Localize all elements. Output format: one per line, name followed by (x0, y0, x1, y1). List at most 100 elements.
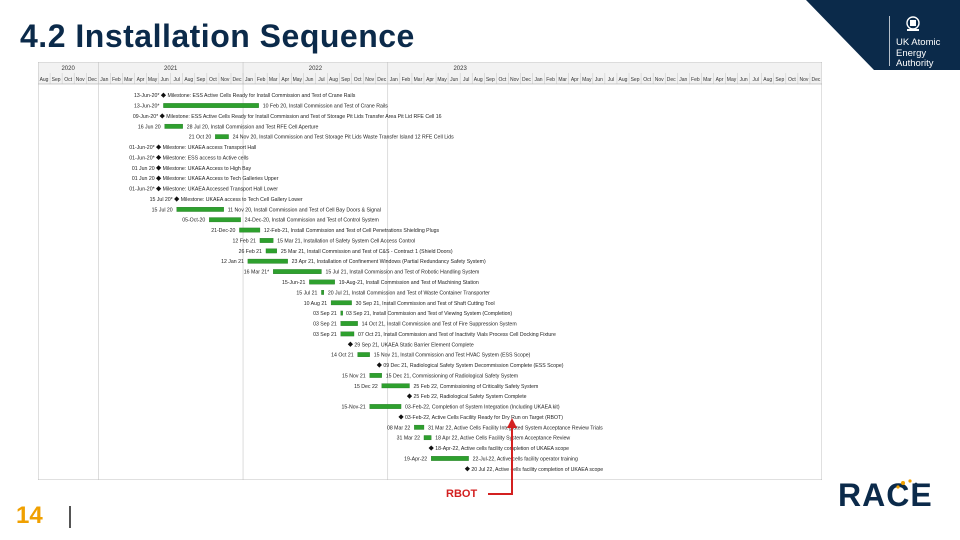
task-bar (265, 248, 277, 254)
task-label: 10 Feb 20, Install Commission and Test o… (263, 104, 388, 110)
task-date: 12 Jan 21 (221, 259, 244, 265)
task-label: 12-Feb-21, Install Commission and Test o… (264, 228, 440, 234)
month-label: Nov (510, 77, 519, 83)
month-label: Feb (691, 77, 700, 83)
task-bar (164, 123, 183, 129)
task-date: 13-Jun-20* (134, 104, 159, 110)
page-number: 14 (16, 502, 43, 529)
task-bar (340, 310, 343, 316)
month-label: Apr (426, 77, 434, 83)
task-label: 15 Nov 21, Install Commission and Test H… (374, 353, 531, 359)
task-label: 28 Jul 20, Install Commission and Test R… (187, 124, 319, 130)
task-date: 13-Jun-20* (134, 93, 159, 99)
month-label: Sep (196, 77, 205, 83)
task-label: 31 Mar 22, Active Cells Facility Integra… (428, 425, 603, 431)
task-date: 01-Jun-20* (129, 145, 154, 151)
task-label: 03-Feb-22, Completion of System Integrat… (405, 405, 560, 411)
task-label: Milestone: UKAEA Accessed Transport Hall… (163, 187, 279, 193)
month-label: Jul (608, 77, 614, 83)
month-label: Oct (354, 77, 362, 83)
milestone-marker (398, 414, 404, 420)
month-label: Nov (221, 77, 230, 83)
month-label: Aug (40, 77, 49, 83)
task-date: 21-Dec-20 (211, 228, 235, 234)
month-label: Mar (414, 77, 423, 83)
task-bar (369, 404, 402, 409)
milestone-marker (156, 144, 162, 150)
month-label: Jul (463, 77, 469, 83)
month-label: Feb (257, 77, 266, 83)
month-label: Mar (558, 77, 567, 83)
task-date: 16 Mar 21* (244, 270, 269, 276)
month-label: Jul (174, 77, 180, 83)
crest-icon (906, 16, 920, 31)
task-bar (381, 383, 410, 389)
task-label: 18 Apr 22, Active Cells Facility System … (435, 436, 570, 442)
task-bar (423, 435, 432, 441)
month-label: Jan (100, 77, 108, 83)
month-label: May (582, 77, 592, 83)
milestone-marker (160, 92, 167, 98)
month-label: Apr (716, 77, 724, 83)
task-date: 09-Jun-20* (133, 114, 158, 120)
milestone-marker (428, 445, 434, 451)
month-label: Mar (703, 77, 712, 83)
month-label: Nov (799, 77, 808, 83)
gantt-header (38, 62, 822, 85)
ukaea-logo-text: UK Atomic Energy Authority (896, 37, 940, 70)
month-label: Aug (474, 77, 483, 83)
milestone-marker (159, 113, 165, 119)
task-bar (239, 227, 261, 233)
rbot-arrow-head (507, 418, 517, 428)
task-date: 15-Jun-21 (282, 280, 305, 286)
milestone-marker (464, 466, 470, 472)
month-label: May (437, 77, 447, 83)
task-label: 19-Aug-21, Install Commission and Test o… (339, 280, 479, 286)
task-date: 15 Jul 21 (296, 290, 317, 296)
month-label: Dec (667, 77, 676, 83)
task-date: 03 Sep 21 (313, 322, 337, 328)
task-label: Milestone: UKAEA Access to Tech Gallerie… (163, 176, 279, 182)
task-label: 18-Apr-22, Active cells facility complet… (435, 446, 569, 452)
task-date: 01 Jun 20 (132, 176, 155, 182)
rbot-label: RBOT (446, 488, 478, 500)
task-date: 15 Jul 20 (152, 207, 173, 213)
task-label: 29 Sep 21, UKAEA Static Barrier Element … (354, 342, 473, 348)
month-label: Nov (365, 77, 374, 83)
milestone-marker (174, 196, 180, 202)
month-label: Dec (233, 77, 242, 83)
task-label: 07 Oct 21, Install Commission and Test o… (358, 332, 556, 338)
milestone-marker (376, 362, 382, 368)
task-label: 23 Apr 21, Installation of Confinement W… (292, 259, 486, 265)
task-label: 24 Nov 20, Install Commission and Test S… (233, 135, 455, 141)
month-label: Jun (595, 77, 603, 83)
task-bar (340, 331, 355, 337)
task-date: 26 Feb 21 (239, 249, 262, 255)
race-logo-text: RACE (838, 477, 933, 513)
task-date: 31 Mar 22 (397, 436, 420, 442)
task-date: 21 Oct 20 (189, 135, 212, 141)
task-label: 25 Feb 22, Radiological Safety System Co… (413, 394, 526, 400)
month-label: Sep (341, 77, 350, 83)
task-label: 30 Sep 21, Install Commission and Test o… (356, 301, 495, 307)
task-label: 03 Sep 21, Install Commission and Test o… (346, 311, 512, 317)
task-label: 15 Jul 21, Install Commission and Test o… (325, 270, 479, 276)
month-label: Nov (76, 77, 85, 83)
task-bar (209, 217, 241, 223)
task-bar (259, 238, 274, 243)
milestone-marker (347, 341, 353, 347)
gantt-frame (38, 62, 822, 480)
task-bar (321, 290, 325, 295)
month-label: Jun (161, 77, 169, 83)
task-label: 24-Dec-20, Install Commission and Test o… (245, 218, 379, 224)
month-label: Jan (245, 77, 253, 83)
navy-header-shape (806, 0, 960, 70)
task-date: 15-Nov-21 (341, 405, 365, 411)
milestone-marker (156, 185, 162, 192)
month-label: Dec (812, 77, 821, 83)
task-date: 05-Oct-20 (182, 218, 205, 224)
month-label: Dec (377, 77, 386, 83)
task-date: 01 Jun 20 (132, 166, 155, 172)
ukaea-line-2: Energy (896, 47, 927, 59)
month-label: Aug (184, 77, 193, 83)
